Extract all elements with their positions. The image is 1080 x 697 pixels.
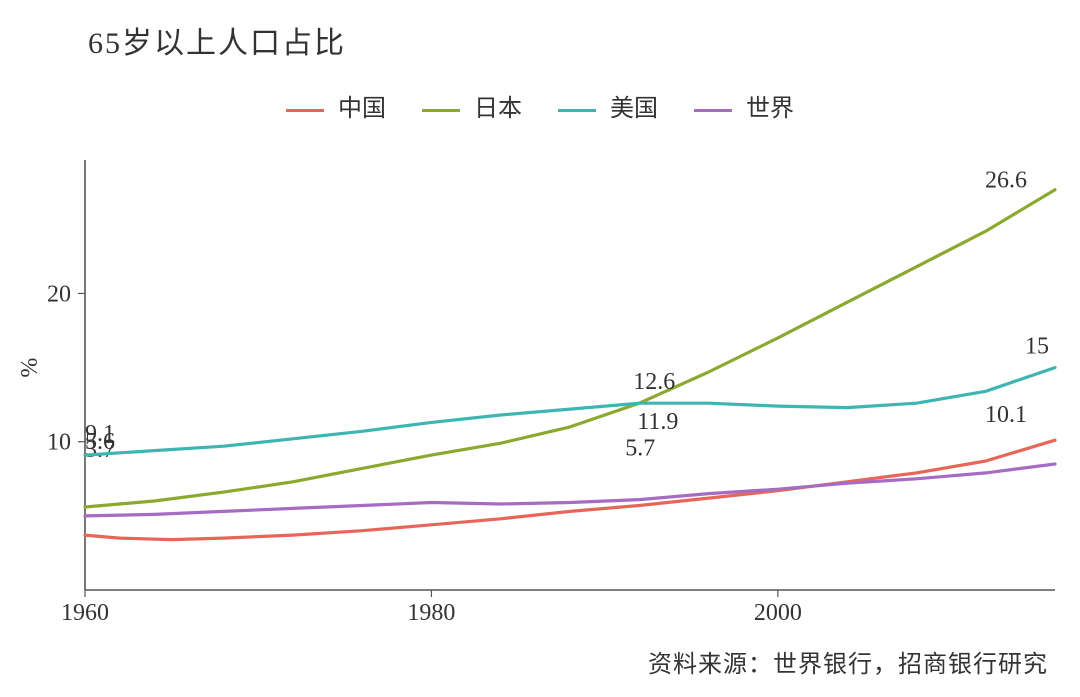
series-line: [85, 368, 1055, 456]
x-tick-label: 2000: [754, 600, 802, 626]
legend-item: 美国: [558, 88, 658, 123]
legend-label: 世界: [746, 96, 794, 122]
x-tick-label: 1960: [61, 600, 109, 626]
point-label: 12.6: [633, 369, 675, 395]
legend-label: 日本: [474, 96, 522, 122]
point-label: 26.6: [985, 168, 1027, 194]
legend-swatch: [558, 109, 596, 112]
series-line: [85, 190, 1055, 507]
plot-svg: 1960198020001020%3.710.15.611.926.69.112…: [85, 160, 1055, 590]
point-label: 11.9: [637, 409, 678, 435]
point-label: 10.1: [985, 402, 1027, 428]
y-tick-label: 20: [47, 281, 71, 307]
chart-title: 65岁以上人口占比: [88, 18, 346, 62]
legend-label: 中国: [338, 96, 386, 122]
plot-area: 1960198020001020%3.710.15.611.926.69.112…: [85, 160, 1055, 590]
point-label: 15: [1025, 334, 1049, 360]
legend-label: 美国: [610, 96, 658, 122]
point-label: 9.1: [85, 421, 115, 447]
legend-item: 世界: [694, 88, 794, 123]
legend-item: 日本: [422, 88, 522, 123]
legend-swatch: [286, 109, 324, 112]
x-tick-label: 1980: [407, 600, 455, 626]
legend-swatch: [694, 109, 732, 112]
y-axis-title: %: [17, 358, 43, 378]
chart-container: 65岁以上人口占比 中国日本美国世界 1960198020001020%3.71…: [0, 0, 1080, 697]
source-caption: 资料来源：世界银行，招商银行研究: [648, 644, 1048, 679]
point-label: 5.7: [625, 436, 655, 462]
legend: 中国 日本 美国 世界: [0, 88, 1080, 123]
legend-item: 中国: [286, 88, 386, 123]
y-tick-label: 10: [47, 430, 71, 456]
legend-swatch: [422, 109, 460, 112]
